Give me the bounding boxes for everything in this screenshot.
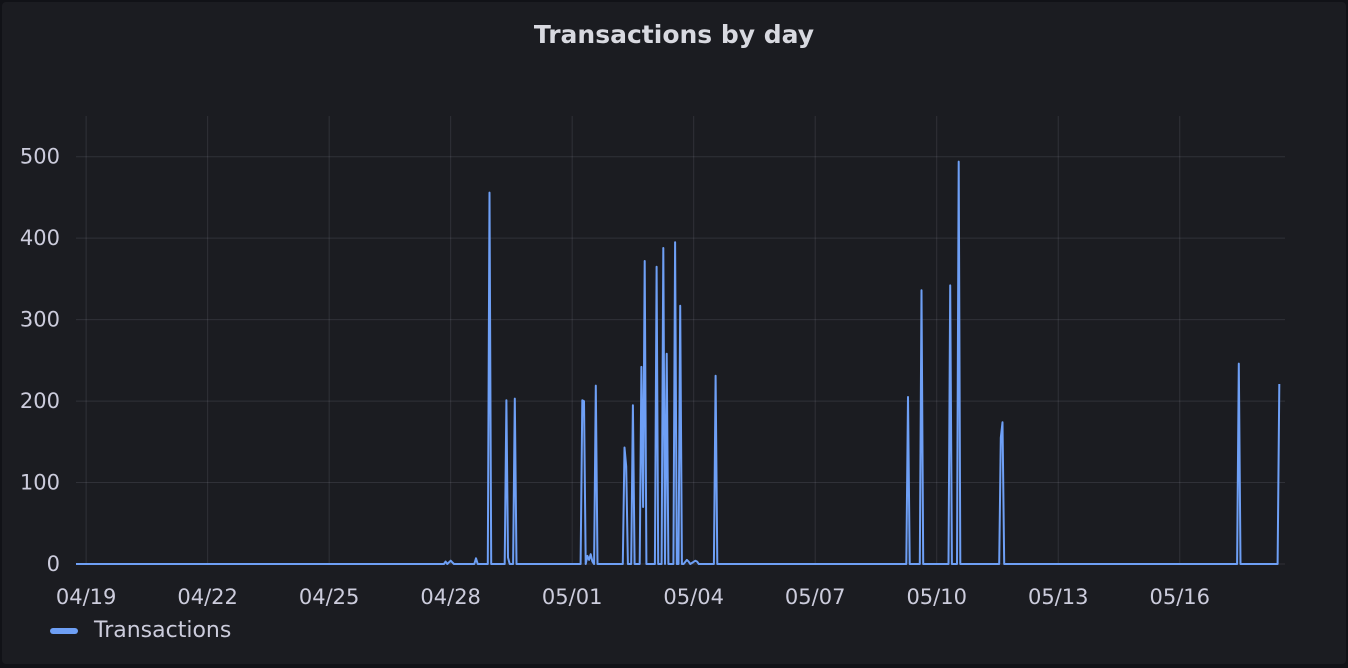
y-tick-label: 200 [20, 389, 60, 413]
x-tick-label: 04/28 [420, 585, 481, 609]
x-tick-label: 04/25 [299, 585, 360, 609]
y-tick-label: 100 [20, 471, 60, 495]
series-line-transactions [76, 160, 1281, 565]
chart-title: Transactions by day [533, 20, 815, 49]
legend-swatch-transactions [50, 627, 78, 634]
x-tick-label: 05/07 [785, 585, 846, 609]
x-tick-label: 05/01 [542, 585, 603, 609]
y-tick-label: 300 [20, 308, 60, 332]
x-tick-label: 04/22 [177, 585, 238, 609]
x-tick-label: 04/19 [56, 585, 117, 609]
y-tick-label: 400 [20, 226, 60, 250]
x-tick-label: 05/04 [663, 585, 724, 609]
x-tick-label: 05/13 [1028, 585, 1089, 609]
x-tick-label: 05/10 [906, 585, 967, 609]
y-tick-label: 0 [47, 552, 60, 576]
x-tick-label: 05/16 [1149, 585, 1210, 609]
legend-label-transactions: Transactions [94, 618, 232, 643]
legend[interactable]: Transactions [50, 618, 231, 643]
y-tick-label: 500 [20, 145, 60, 169]
